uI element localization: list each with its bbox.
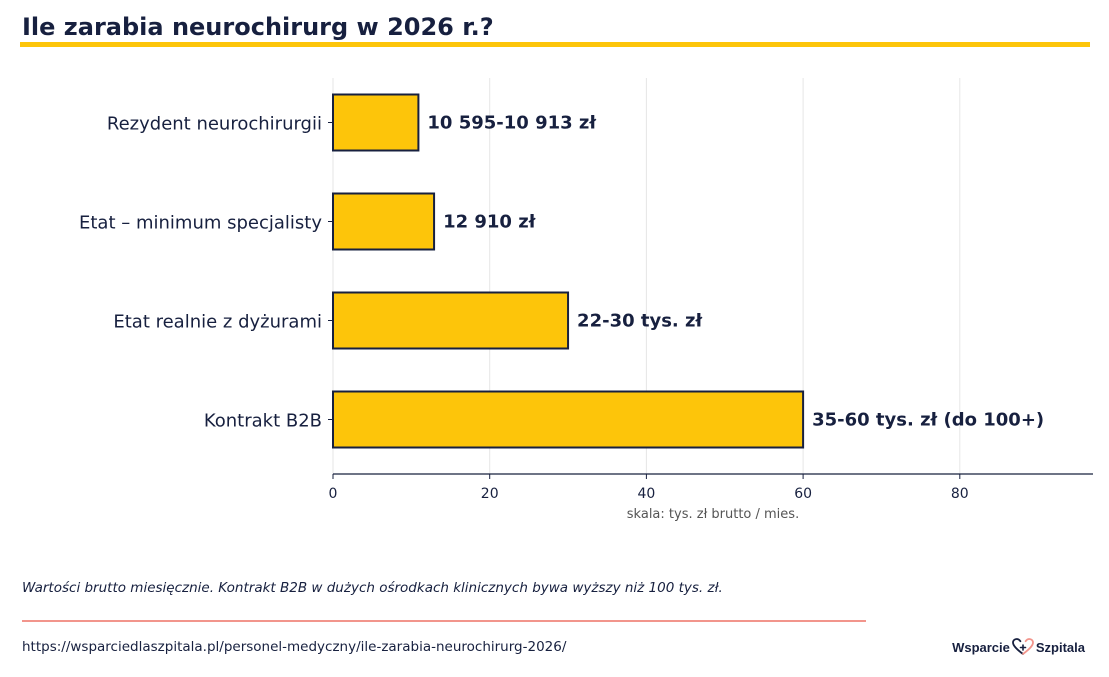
y-tick-label: Rezydent neurochirurgii: [107, 114, 322, 135]
source-url[interactable]: https://wsparciedlaszpitala.pl/personel-…: [22, 639, 567, 655]
data-label: 10 595-10 913 zł: [427, 113, 597, 134]
brand-logo: Wsparcie Szpitala: [952, 638, 1085, 656]
data-label: 12 910 zł: [443, 212, 537, 233]
y-tick-label: Etat realnie z dyżurami: [113, 312, 322, 333]
bar: [332, 291, 570, 350]
heart-cross-icon: [1011, 638, 1034, 655]
bar: [332, 93, 420, 152]
bar: [332, 192, 436, 251]
x-tick-label: 60: [794, 486, 812, 502]
x-tick-label: 0: [329, 486, 338, 502]
logo-text-left: Wsparcie: [952, 639, 1010, 655]
footer-divider: [22, 620, 866, 622]
data-label: 35-60 tys. zł (do 100+): [812, 410, 1044, 431]
footnote: Wartości brutto miesięcznie. Kontrakt B2…: [22, 580, 723, 596]
logo-text-right: Szpitala: [1035, 639, 1085, 655]
data-label: 22-30 tys. zł: [577, 311, 703, 332]
x-tick-label: 20: [481, 486, 499, 502]
y-tick-label: Kontrakt B2B: [204, 411, 322, 432]
x-tick-label: 40: [637, 486, 655, 502]
x-axis-label: skala: tys. zł brutto / mies.: [627, 507, 799, 522]
bar: [332, 390, 805, 449]
y-tick-label: Etat – minimum specjalisty: [79, 213, 322, 234]
chart-title: Ile zarabia neurochirurg w 2026 r.?: [22, 13, 494, 41]
title-underline: [20, 42, 1090, 47]
x-tick-label: 80: [951, 486, 969, 502]
bar-chart: Rezydent neurochirurgii 10 595-10 913 zł E…: [79, 78, 1093, 522]
